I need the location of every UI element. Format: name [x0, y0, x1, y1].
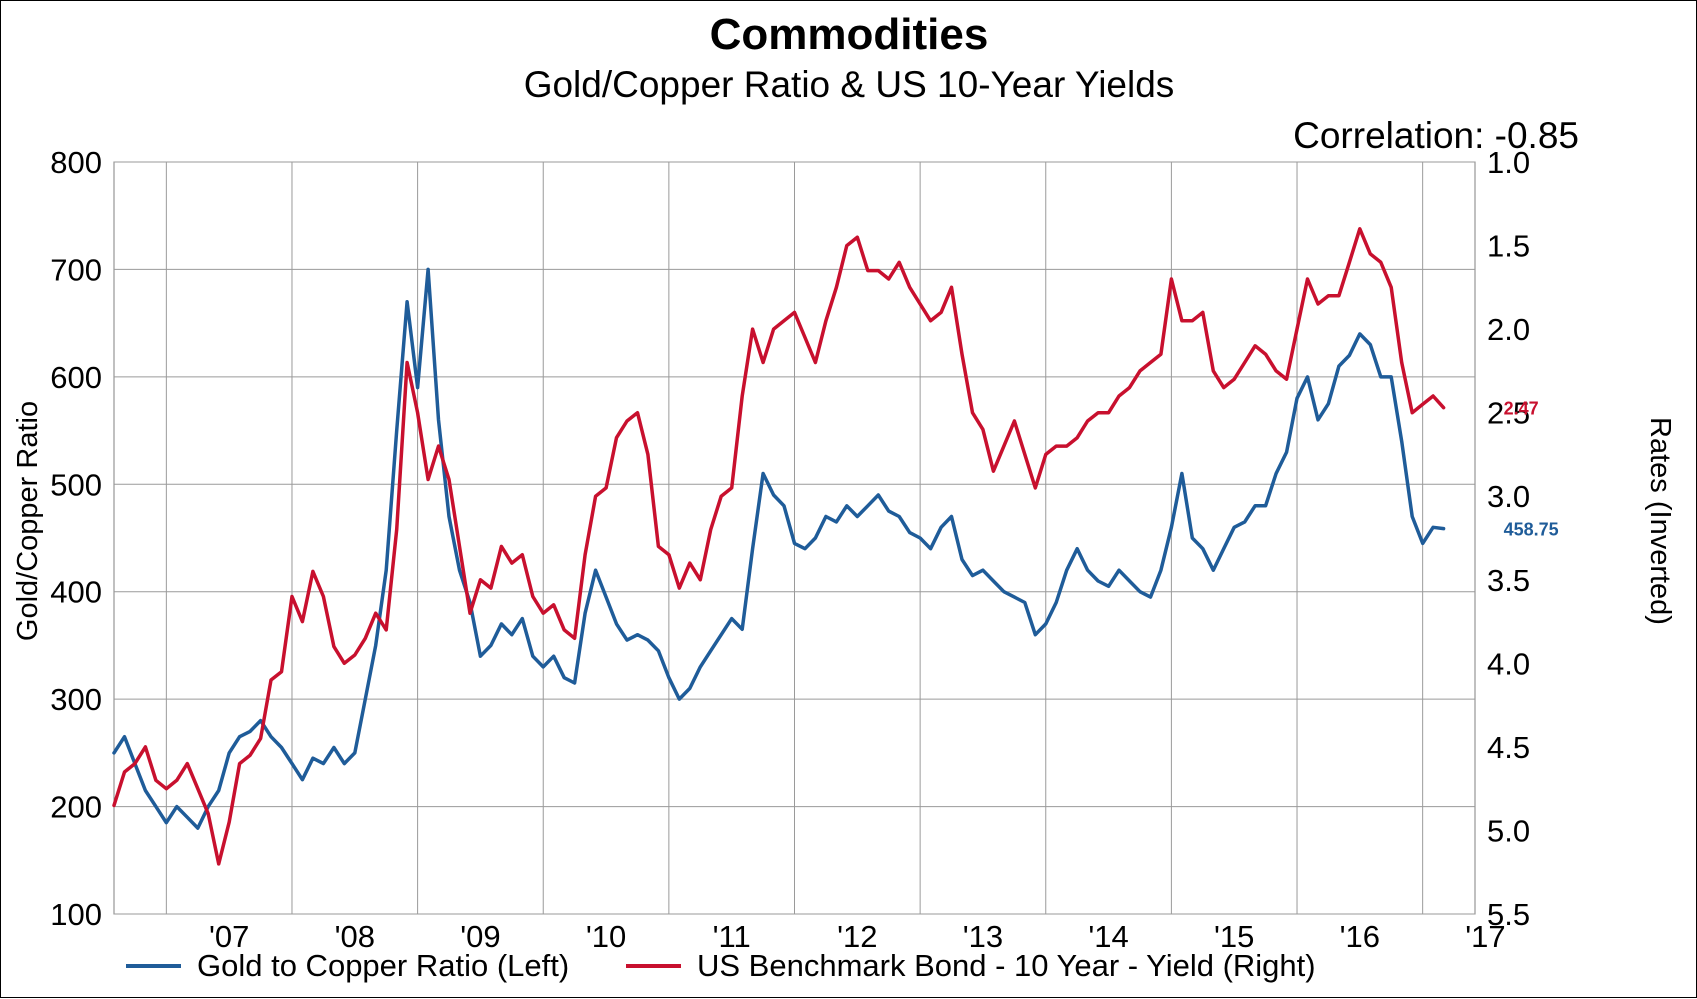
right-axis-label: Rates (Inverted)	[1644, 417, 1676, 625]
gold-copper-ratio-line	[112, 267, 1446, 830]
series-lines	[112, 227, 1446, 866]
x-tick-label: '11	[713, 919, 751, 954]
right-tick-label: 3.5	[1487, 563, 1530, 598]
chart-subtitle: Gold/Copper Ratio & US 10-Year Yields	[524, 64, 1175, 105]
right-tick-label: 2.5	[1487, 396, 1530, 431]
yield-last-value: 2.47	[1504, 399, 1539, 419]
x-tick-label: '09	[460, 919, 500, 954]
right-tick-label: 3.0	[1487, 479, 1530, 514]
right-tick-label: 4.0	[1487, 646, 1530, 681]
left-tick-label: 300	[50, 682, 102, 717]
chart-title: Commodities	[710, 10, 989, 59]
right-tick-label: 1.0	[1487, 145, 1530, 180]
left-tick-label: 600	[50, 360, 102, 395]
x-tick-label: '13	[963, 919, 1003, 954]
correlation-annotation: Correlation: -0.85	[1293, 115, 1579, 156]
right-tick-label: 5.0	[1487, 813, 1530, 848]
left-tick-label: 400	[50, 575, 102, 610]
right-tick-label: 2.0	[1487, 312, 1530, 347]
gold-copper-last-value: 458.75	[1504, 520, 1559, 540]
x-tick-label: '14	[1088, 919, 1128, 954]
left-tick-label: 500	[50, 467, 102, 502]
right-axis-ticks: 1.0 1.5 2.0 2.5 3.0 3.5 4.0 4.5 5.0 5.5	[1487, 145, 1530, 932]
series-end-labels: 458.75 2.47	[1504, 399, 1559, 540]
x-tick-label: '10	[586, 919, 626, 954]
legend: Gold to Copper Ratio (Left) US Benchmark …	[126, 948, 1316, 983]
right-tick-label: 4.5	[1487, 730, 1530, 765]
legend-label-gold-copper: Gold to Copper Ratio (Left)	[197, 948, 569, 983]
left-tick-label: 700	[50, 252, 102, 287]
left-tick-label: 200	[50, 790, 102, 825]
x-tick-label: '15	[1214, 919, 1254, 954]
right-tick-label: 5.5	[1487, 897, 1530, 932]
x-tick-label: '08	[335, 919, 375, 954]
left-tick-label: 100	[50, 897, 102, 932]
x-tick-label: '16	[1340, 919, 1380, 954]
x-tick-label: '17	[1465, 919, 1505, 954]
x-tick-label: '07	[209, 919, 249, 954]
left-axis-label: Gold/Copper Ratio	[12, 401, 44, 641]
left-axis-ticks: 800 700 600 500 400 300 200 100	[50, 145, 102, 932]
right-tick-label: 1.5	[1487, 229, 1530, 264]
us-10y-yield-line	[112, 227, 1446, 866]
left-tick-label: 800	[50, 145, 102, 180]
x-tick-label: '12	[837, 919, 877, 954]
x-axis-ticks: '07 '08 '09 '10 '11 '12 '13 '14 '15 '16 '17	[209, 919, 1506, 954]
legend-label-yield: US Benchmark Bond - 10 Year - Yield (Rig…	[697, 948, 1316, 983]
